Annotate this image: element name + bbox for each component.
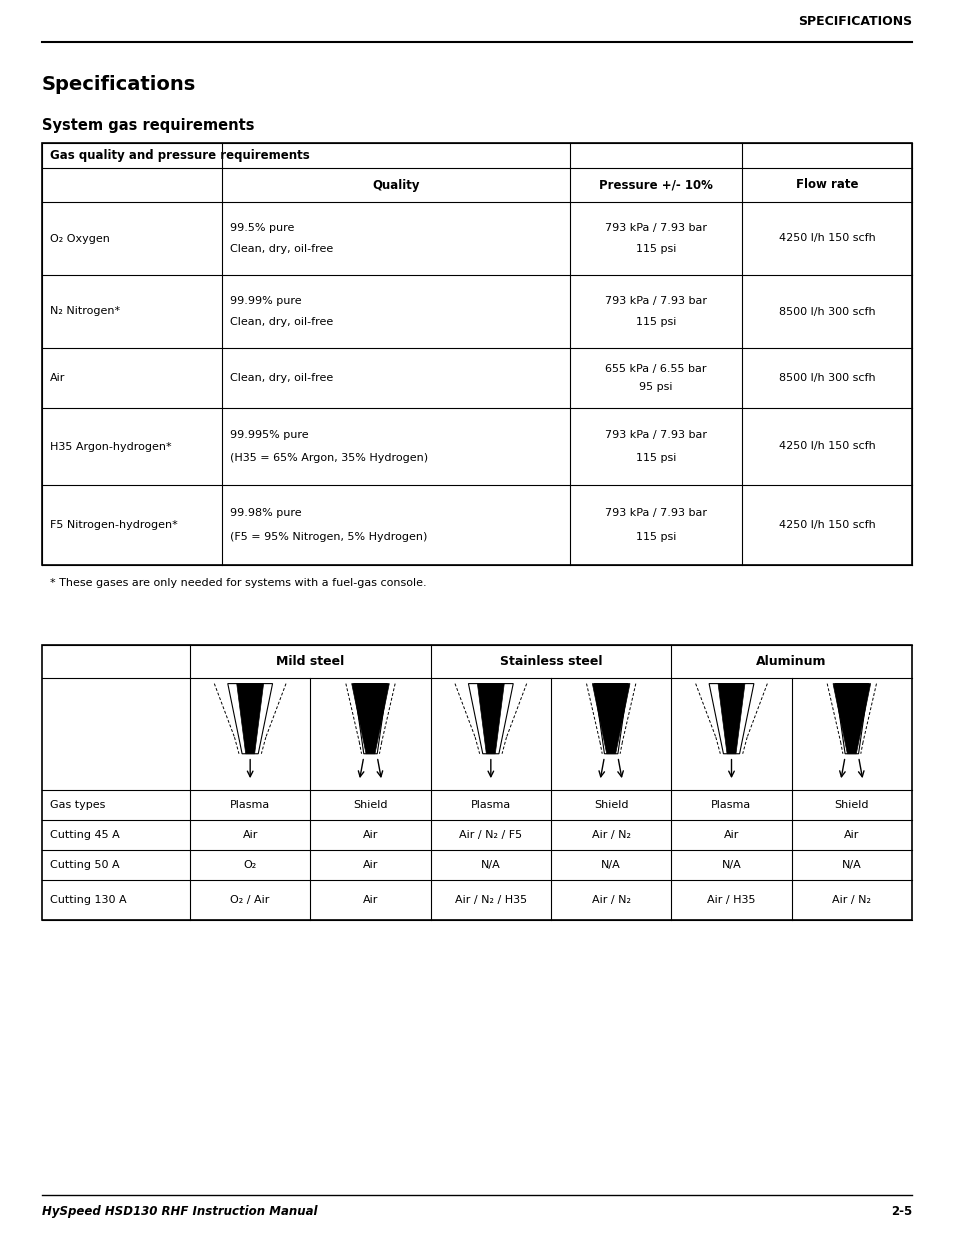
Text: Clean, dry, oil-free: Clean, dry, oil-free bbox=[230, 373, 333, 383]
Text: Air: Air bbox=[362, 860, 377, 869]
Text: N/A: N/A bbox=[480, 860, 500, 869]
Text: Air: Air bbox=[843, 830, 859, 840]
Text: Air: Air bbox=[362, 895, 377, 905]
Text: SPECIFICATIONS: SPECIFICATIONS bbox=[797, 15, 911, 28]
Text: Air / N₂ / H35: Air / N₂ / H35 bbox=[455, 895, 526, 905]
Text: 4250 l/h 150 scfh: 4250 l/h 150 scfh bbox=[778, 441, 875, 452]
Text: 99.995% pure: 99.995% pure bbox=[230, 430, 309, 440]
Text: System gas requirements: System gas requirements bbox=[42, 119, 254, 133]
Text: N₂ Nitrogen*: N₂ Nitrogen* bbox=[50, 306, 120, 316]
Text: Shield: Shield bbox=[594, 800, 628, 810]
Text: Mild steel: Mild steel bbox=[276, 655, 344, 668]
Text: O₂ Oxygen: O₂ Oxygen bbox=[50, 233, 110, 243]
Text: F5 Nitrogen-hydrogen*: F5 Nitrogen-hydrogen* bbox=[50, 520, 177, 530]
Text: O₂: O₂ bbox=[243, 860, 256, 869]
Text: 793 kPa / 7.93 bar: 793 kPa / 7.93 bar bbox=[604, 430, 706, 440]
Text: 8500 l/h 300 scfh: 8500 l/h 300 scfh bbox=[778, 306, 875, 316]
Text: Gas quality and pressure requirements: Gas quality and pressure requirements bbox=[50, 149, 310, 162]
Polygon shape bbox=[592, 684, 629, 753]
Polygon shape bbox=[718, 684, 744, 753]
Polygon shape bbox=[352, 684, 389, 753]
Text: Air / N₂ / F5: Air / N₂ / F5 bbox=[458, 830, 522, 840]
Text: 115 psi: 115 psi bbox=[635, 317, 676, 327]
Text: Air: Air bbox=[50, 373, 66, 383]
Text: N/A: N/A bbox=[600, 860, 620, 869]
Text: Specifications: Specifications bbox=[42, 75, 196, 94]
Text: 4250 l/h 150 scfh: 4250 l/h 150 scfh bbox=[778, 233, 875, 243]
Text: (H35 = 65% Argon, 35% Hydrogen): (H35 = 65% Argon, 35% Hydrogen) bbox=[230, 453, 428, 463]
Text: HySpeed HSD130 RHF Instruction Manual: HySpeed HSD130 RHF Instruction Manual bbox=[42, 1205, 317, 1218]
Text: 793 kPa / 7.93 bar: 793 kPa / 7.93 bar bbox=[604, 508, 706, 517]
Text: Shield: Shield bbox=[353, 800, 387, 810]
Polygon shape bbox=[354, 684, 387, 753]
Text: 793 kPa / 7.93 bar: 793 kPa / 7.93 bar bbox=[604, 295, 706, 305]
Text: N/A: N/A bbox=[720, 860, 740, 869]
Text: Cutting 50 A: Cutting 50 A bbox=[50, 860, 119, 869]
Text: Clean, dry, oil-free: Clean, dry, oil-free bbox=[230, 317, 333, 327]
Text: H35 Argon-hydrogen*: H35 Argon-hydrogen* bbox=[50, 441, 172, 452]
Polygon shape bbox=[476, 684, 504, 753]
Polygon shape bbox=[832, 684, 870, 753]
Text: 4250 l/h 150 scfh: 4250 l/h 150 scfh bbox=[778, 520, 875, 530]
Text: Aluminum: Aluminum bbox=[756, 655, 826, 668]
Text: Air / N₂: Air / N₂ bbox=[831, 895, 870, 905]
Text: Cutting 130 A: Cutting 130 A bbox=[50, 895, 127, 905]
Text: 115 psi: 115 psi bbox=[635, 453, 676, 463]
Bar bbox=[42, 645, 911, 920]
Polygon shape bbox=[236, 684, 263, 753]
Text: Plasma: Plasma bbox=[230, 800, 270, 810]
Text: 2-5: 2-5 bbox=[890, 1205, 911, 1218]
Text: Shield: Shield bbox=[834, 800, 868, 810]
Text: Plasma: Plasma bbox=[470, 800, 511, 810]
Text: 95 psi: 95 psi bbox=[639, 382, 672, 391]
Text: Flow rate: Flow rate bbox=[795, 179, 858, 191]
Text: Cutting 45 A: Cutting 45 A bbox=[50, 830, 120, 840]
Text: Plasma: Plasma bbox=[711, 800, 751, 810]
Text: Quality: Quality bbox=[372, 179, 419, 191]
Text: Air / N₂: Air / N₂ bbox=[591, 895, 630, 905]
Polygon shape bbox=[228, 684, 273, 753]
Text: Air / N₂: Air / N₂ bbox=[591, 830, 630, 840]
Text: Stainless steel: Stainless steel bbox=[499, 655, 601, 668]
Text: Air / H35: Air / H35 bbox=[706, 895, 755, 905]
Text: 99.99% pure: 99.99% pure bbox=[230, 295, 301, 305]
Text: Air: Air bbox=[242, 830, 257, 840]
Bar bbox=[42, 143, 911, 564]
Text: O₂ / Air: O₂ / Air bbox=[231, 895, 270, 905]
Text: 99.5% pure: 99.5% pure bbox=[230, 222, 294, 232]
Text: Gas types: Gas types bbox=[50, 800, 105, 810]
Text: 793 kPa / 7.93 bar: 793 kPa / 7.93 bar bbox=[604, 222, 706, 232]
Text: Pressure +/- 10%: Pressure +/- 10% bbox=[598, 179, 712, 191]
Polygon shape bbox=[834, 684, 868, 753]
Text: (F5 = 95% Nitrogen, 5% Hydrogen): (F5 = 95% Nitrogen, 5% Hydrogen) bbox=[230, 532, 427, 542]
Text: N/A: N/A bbox=[841, 860, 861, 869]
Text: 655 kPa / 6.55 bar: 655 kPa / 6.55 bar bbox=[604, 364, 706, 374]
Text: 8500 l/h 300 scfh: 8500 l/h 300 scfh bbox=[778, 373, 875, 383]
Text: 115 psi: 115 psi bbox=[635, 532, 676, 542]
Text: 99.98% pure: 99.98% pure bbox=[230, 508, 301, 517]
Text: Air: Air bbox=[362, 830, 377, 840]
Polygon shape bbox=[594, 684, 627, 753]
Text: Clean, dry, oil-free: Clean, dry, oil-free bbox=[230, 245, 333, 254]
Text: Air: Air bbox=[723, 830, 739, 840]
Text: * These gases are only needed for systems with a fuel-gas console.: * These gases are only needed for system… bbox=[50, 578, 426, 588]
Polygon shape bbox=[468, 684, 513, 753]
Polygon shape bbox=[708, 684, 753, 753]
Text: 115 psi: 115 psi bbox=[635, 245, 676, 254]
